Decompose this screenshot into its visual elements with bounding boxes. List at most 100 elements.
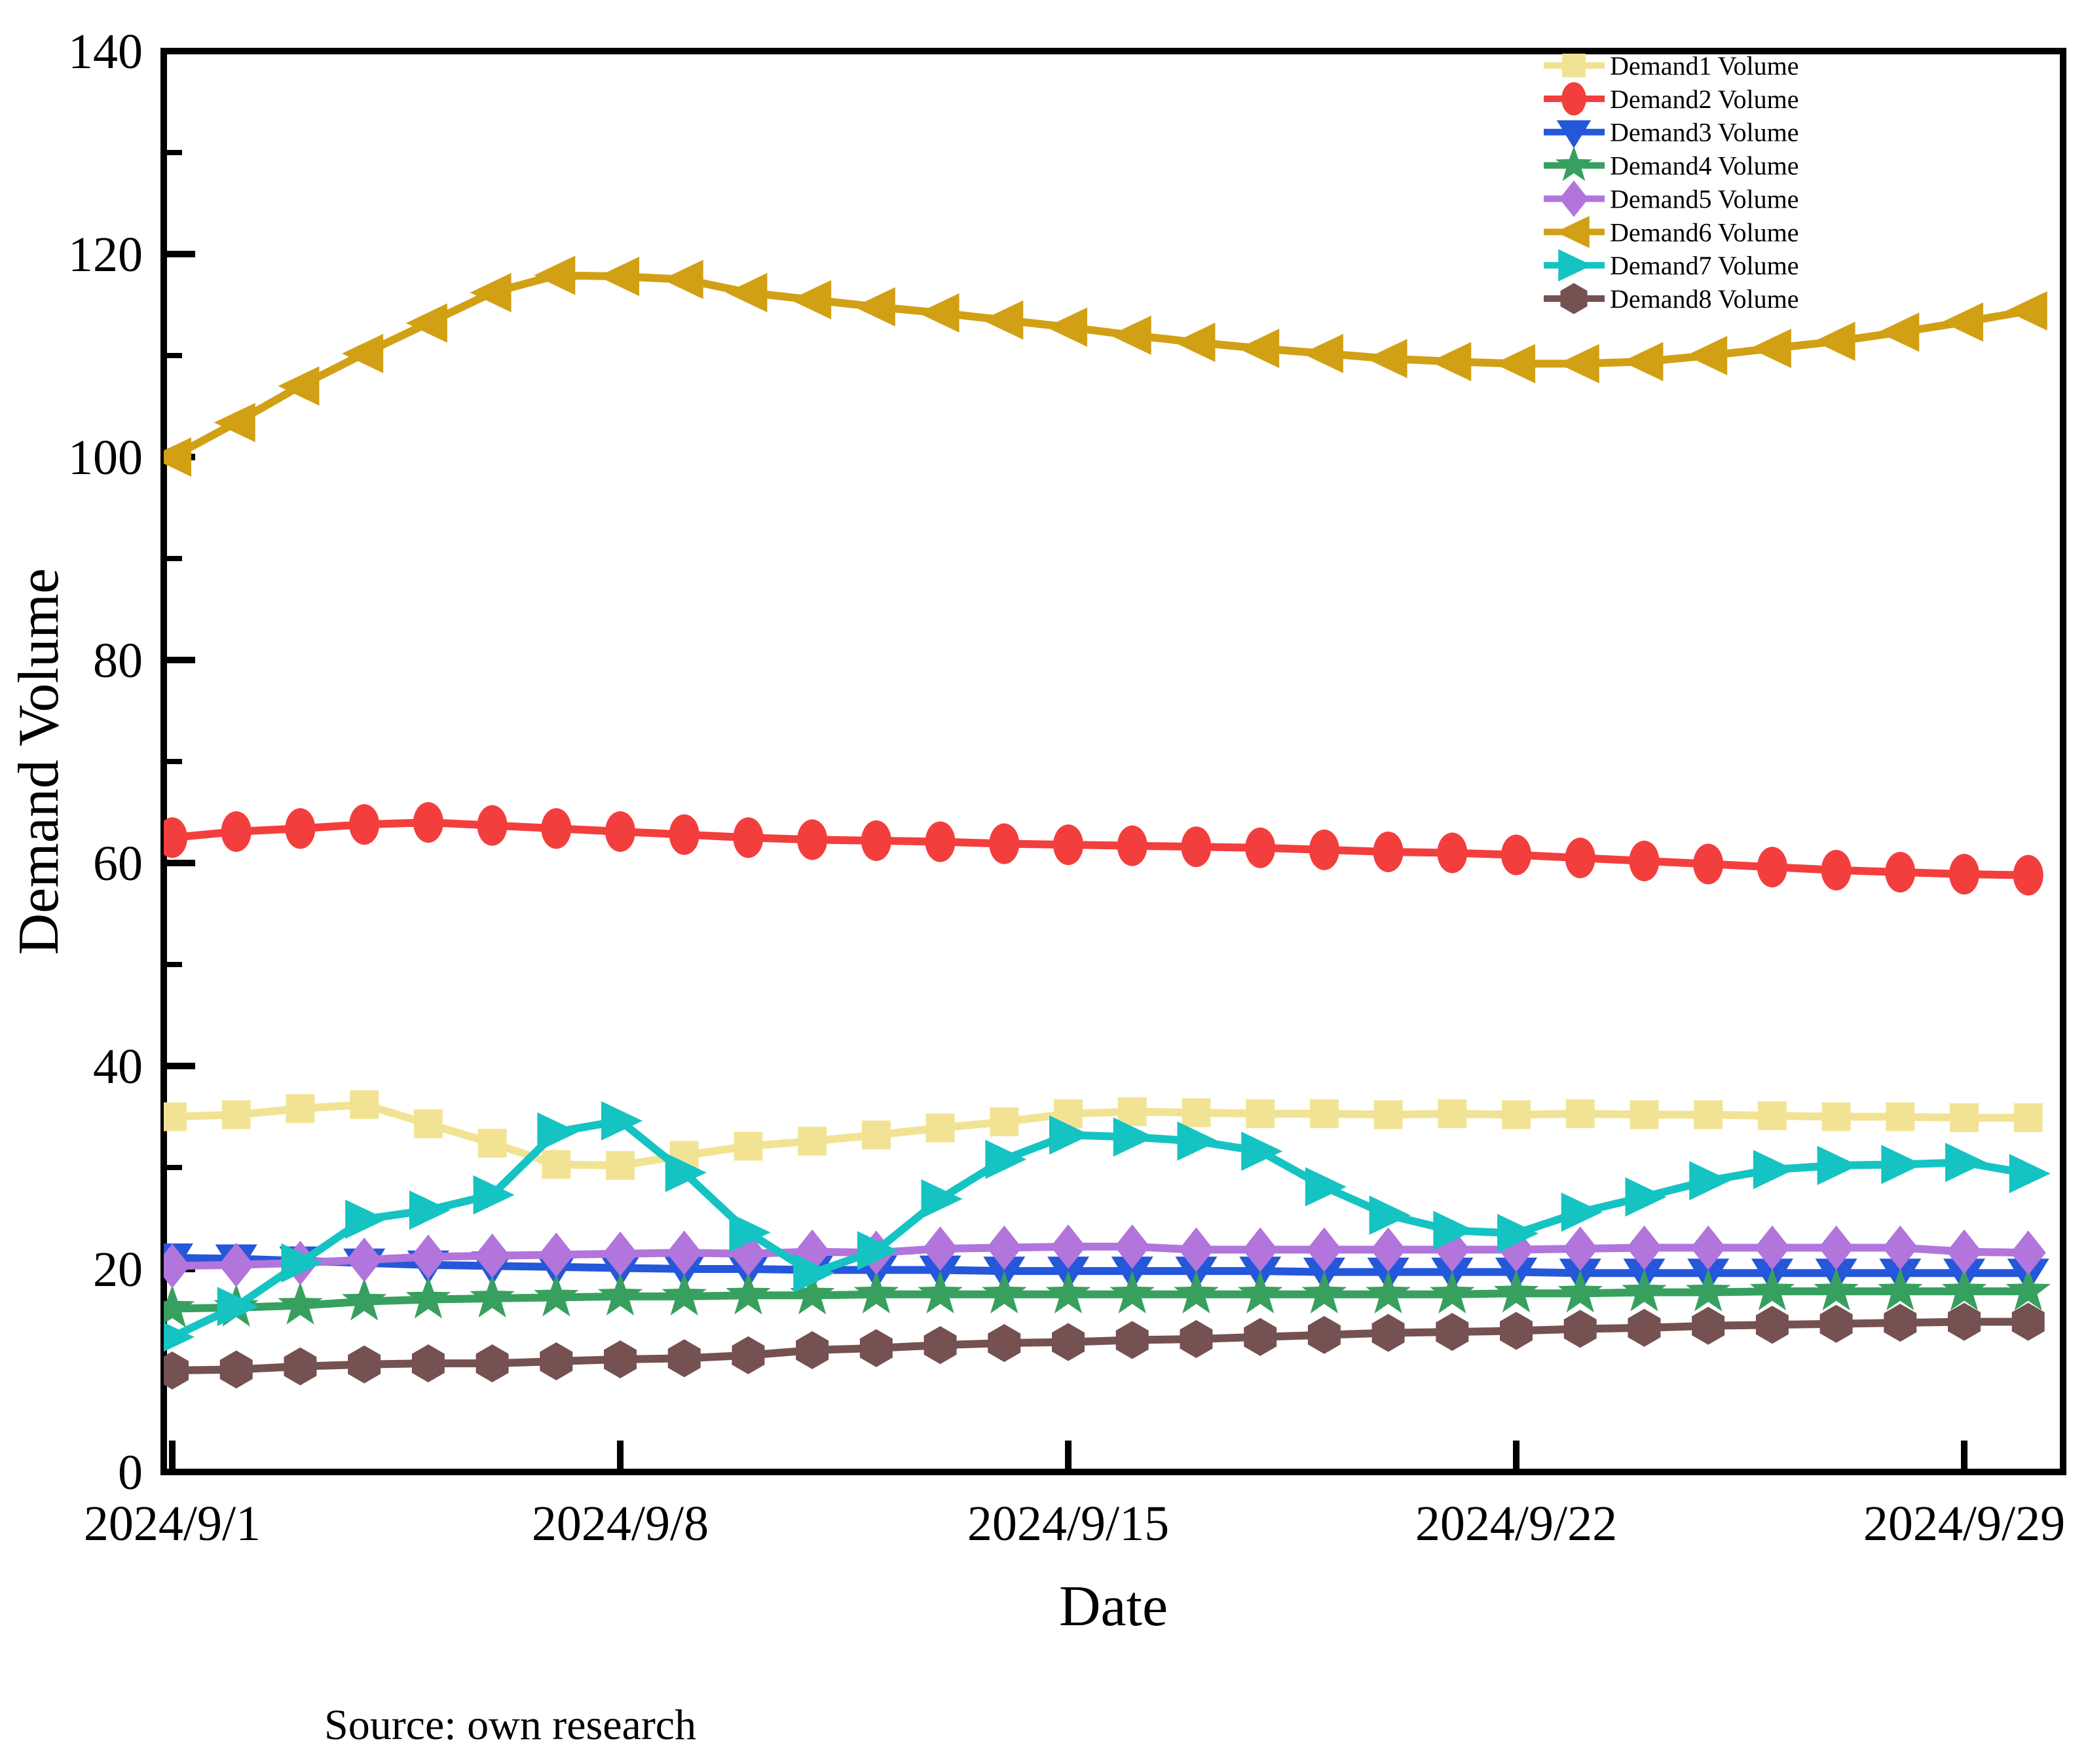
triangle-left-marker-icon xyxy=(1046,307,1087,347)
legend-item-demand2-volume: Demand2 Volume xyxy=(1544,82,1799,116)
triangle-right-marker-icon xyxy=(1625,1177,1667,1217)
series-markers-demand2-volume xyxy=(164,802,2043,896)
legend-hexagon-icon xyxy=(1560,283,1588,314)
diamond-marker-icon xyxy=(346,1238,382,1283)
triangle-left-marker-icon xyxy=(1301,333,1343,373)
diamond-marker-icon xyxy=(1690,1225,1726,1270)
triangle-right-marker-icon xyxy=(1881,1145,1923,1185)
hexagon-marker-icon xyxy=(1563,1310,1597,1348)
hexagon-marker-icon xyxy=(1500,1312,1533,1350)
square-marker-icon xyxy=(1886,1102,1915,1131)
legend-label: Demand5 Volume xyxy=(1610,184,1799,213)
y-tick-label: 140 xyxy=(68,24,143,79)
circle-marker-icon xyxy=(221,811,252,852)
triangle-right-marker-icon xyxy=(1945,1143,1986,1183)
hexagon-marker-icon xyxy=(219,1350,253,1389)
square-marker-icon xyxy=(798,1126,827,1156)
square-marker-icon xyxy=(1182,1098,1211,1128)
hexagon-marker-icon xyxy=(1052,1323,1085,1361)
circle-marker-icon xyxy=(1821,849,1852,891)
circle-marker-icon xyxy=(541,808,572,849)
legend-item-demand8-volume: Demand8 Volume xyxy=(1544,283,1799,314)
y-axis-tick-labels: 0 20 40 60 80 100 120 140 xyxy=(68,24,143,1500)
triangle-right-marker-icon xyxy=(793,1253,835,1293)
hexagon-marker-icon xyxy=(667,1339,701,1378)
square-marker-icon xyxy=(1502,1100,1531,1130)
triangle-right-marker-icon xyxy=(1305,1167,1347,1207)
diamond-marker-icon xyxy=(474,1233,510,1278)
hexagon-marker-icon xyxy=(604,1340,637,1378)
square-marker-icon xyxy=(221,1100,251,1130)
triangle-right-marker-icon xyxy=(1561,1192,1603,1232)
hexagon-marker-icon xyxy=(1180,1319,1213,1358)
triangle-right-marker-icon xyxy=(665,1152,707,1192)
star-marker-icon xyxy=(853,1270,899,1314)
series-line-demand7-volume xyxy=(170,1116,2029,1341)
series-markers-demand1-volume xyxy=(164,1090,2043,1180)
diamond-marker-icon xyxy=(164,1243,190,1289)
circle-marker-icon xyxy=(989,823,1020,864)
triangle-left-marker-icon xyxy=(1622,342,1664,382)
legend-label: Demand6 Volume xyxy=(1610,217,1799,247)
square-marker-icon xyxy=(1821,1102,1851,1131)
circle-marker-icon xyxy=(1245,827,1276,868)
circle-marker-icon xyxy=(1565,837,1595,879)
diamond-marker-icon xyxy=(986,1225,1022,1270)
series-markers-demand8-volume xyxy=(164,1302,2045,1389)
y-tick-label: 0 xyxy=(118,1445,143,1500)
legend-label: Demand3 Volume xyxy=(1610,118,1799,147)
square-marker-icon xyxy=(861,1120,891,1150)
triangle-right-marker-icon xyxy=(1689,1161,1731,1201)
series-demand2-volume xyxy=(164,802,2043,896)
y-tick-label: 60 xyxy=(93,836,143,891)
circle-marker-icon xyxy=(669,814,699,855)
triangle-right-marker-icon xyxy=(217,1287,259,1327)
legend-circle-icon xyxy=(1561,82,1586,116)
legend-label: Demand1 Volume xyxy=(1610,51,1799,81)
triangle-left-marker-icon xyxy=(1430,342,1472,382)
star-marker-icon xyxy=(918,1270,963,1314)
square-marker-icon xyxy=(925,1113,955,1143)
diamond-marker-icon xyxy=(1947,1229,1982,1274)
legend-label: Demand8 Volume xyxy=(1610,284,1799,314)
star-marker-icon xyxy=(1493,1270,1539,1313)
diamond-marker-icon xyxy=(1306,1227,1342,1272)
square-marker-icon xyxy=(1309,1099,1339,1128)
square-marker-icon xyxy=(990,1107,1019,1137)
square-marker-icon xyxy=(477,1128,507,1158)
series-demand1-volume xyxy=(164,1090,2043,1180)
circle-marker-icon xyxy=(285,808,316,849)
x-axis-ticks xyxy=(169,1441,1967,1472)
square-marker-icon xyxy=(1373,1100,1403,1130)
square-marker-icon xyxy=(606,1150,635,1180)
triangle-left-marker-icon xyxy=(1686,336,1728,375)
triangle-left-marker-icon xyxy=(1366,339,1408,378)
star-marker-icon xyxy=(789,1272,835,1315)
diamond-marker-icon xyxy=(666,1230,702,1276)
triangle-right-marker-icon xyxy=(1817,1145,1859,1185)
diamond-marker-icon xyxy=(1051,1224,1086,1269)
triangle-left-marker-icon xyxy=(790,280,832,320)
star-marker-icon xyxy=(982,1270,1027,1314)
circle-marker-icon xyxy=(1117,825,1147,866)
star-marker-icon xyxy=(1045,1270,1091,1314)
legend-item-demand7-volume: Demand7 Volume xyxy=(1544,249,1799,282)
hexagon-marker-icon xyxy=(1244,1317,1277,1356)
circle-marker-icon xyxy=(1629,840,1660,881)
triangle-right-marker-icon xyxy=(409,1190,451,1230)
triangle-left-marker-icon xyxy=(982,300,1024,340)
y-tick-label: 100 xyxy=(68,430,143,485)
square-marker-icon xyxy=(350,1090,379,1119)
circle-marker-icon xyxy=(1309,829,1339,870)
star-marker-icon xyxy=(1749,1268,1795,1311)
hexagon-marker-icon xyxy=(475,1344,509,1383)
circle-marker-icon xyxy=(349,804,380,845)
hexagon-marker-icon xyxy=(1307,1315,1341,1354)
series-demand5-volume xyxy=(164,1224,2046,1289)
triangle-right-marker-icon xyxy=(1369,1195,1411,1235)
legend-triangle-left-icon xyxy=(1556,215,1590,248)
circle-marker-icon xyxy=(477,805,508,846)
series-markers-demand6-volume xyxy=(164,255,2047,477)
hexagon-marker-icon xyxy=(1692,1306,1725,1345)
